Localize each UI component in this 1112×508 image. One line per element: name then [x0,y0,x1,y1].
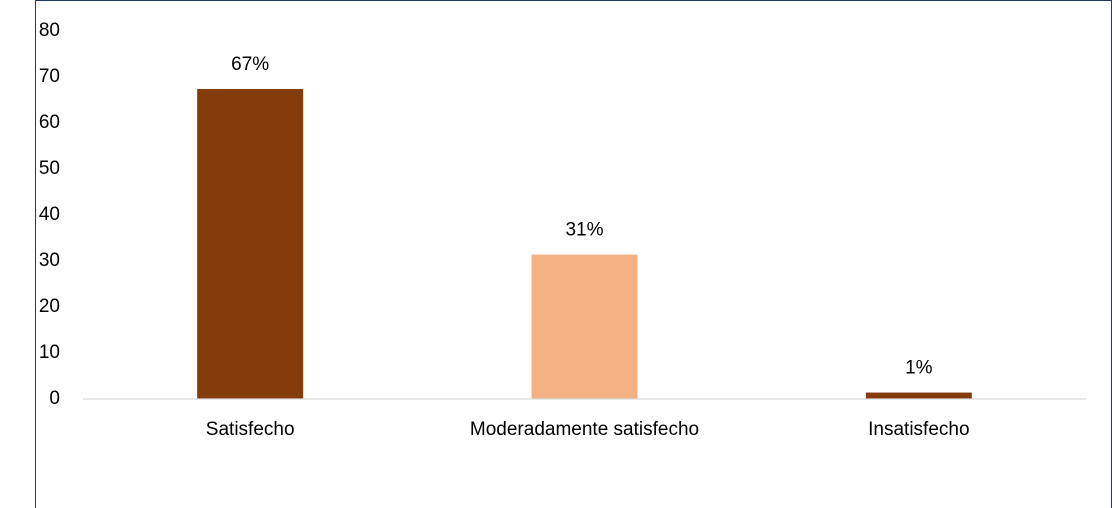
y-tick-label: 50 [39,158,60,179]
y-tick-label: 30 [39,250,60,271]
x-tick-label: Moderadamente satisfecho [470,419,699,440]
x-tick-label: Satisfecho [206,419,295,440]
y-tick-label: 60 [39,112,60,133]
y-tick-label: 10 [39,342,60,363]
bar [197,88,304,400]
bar [531,254,638,399]
y-tick-label: 0 [49,388,60,409]
y-tick-label: 40 [39,204,60,225]
y-tick-label: 20 [39,296,60,317]
y-tick-label: 70 [39,66,60,87]
data-label: 67% [231,54,269,75]
data-label: 31% [565,220,603,241]
data-label: 1% [905,358,933,379]
bar [865,392,972,399]
x-tick-label: Insatisfecho [868,419,969,440]
y-tick-label: 80 [39,20,60,41]
